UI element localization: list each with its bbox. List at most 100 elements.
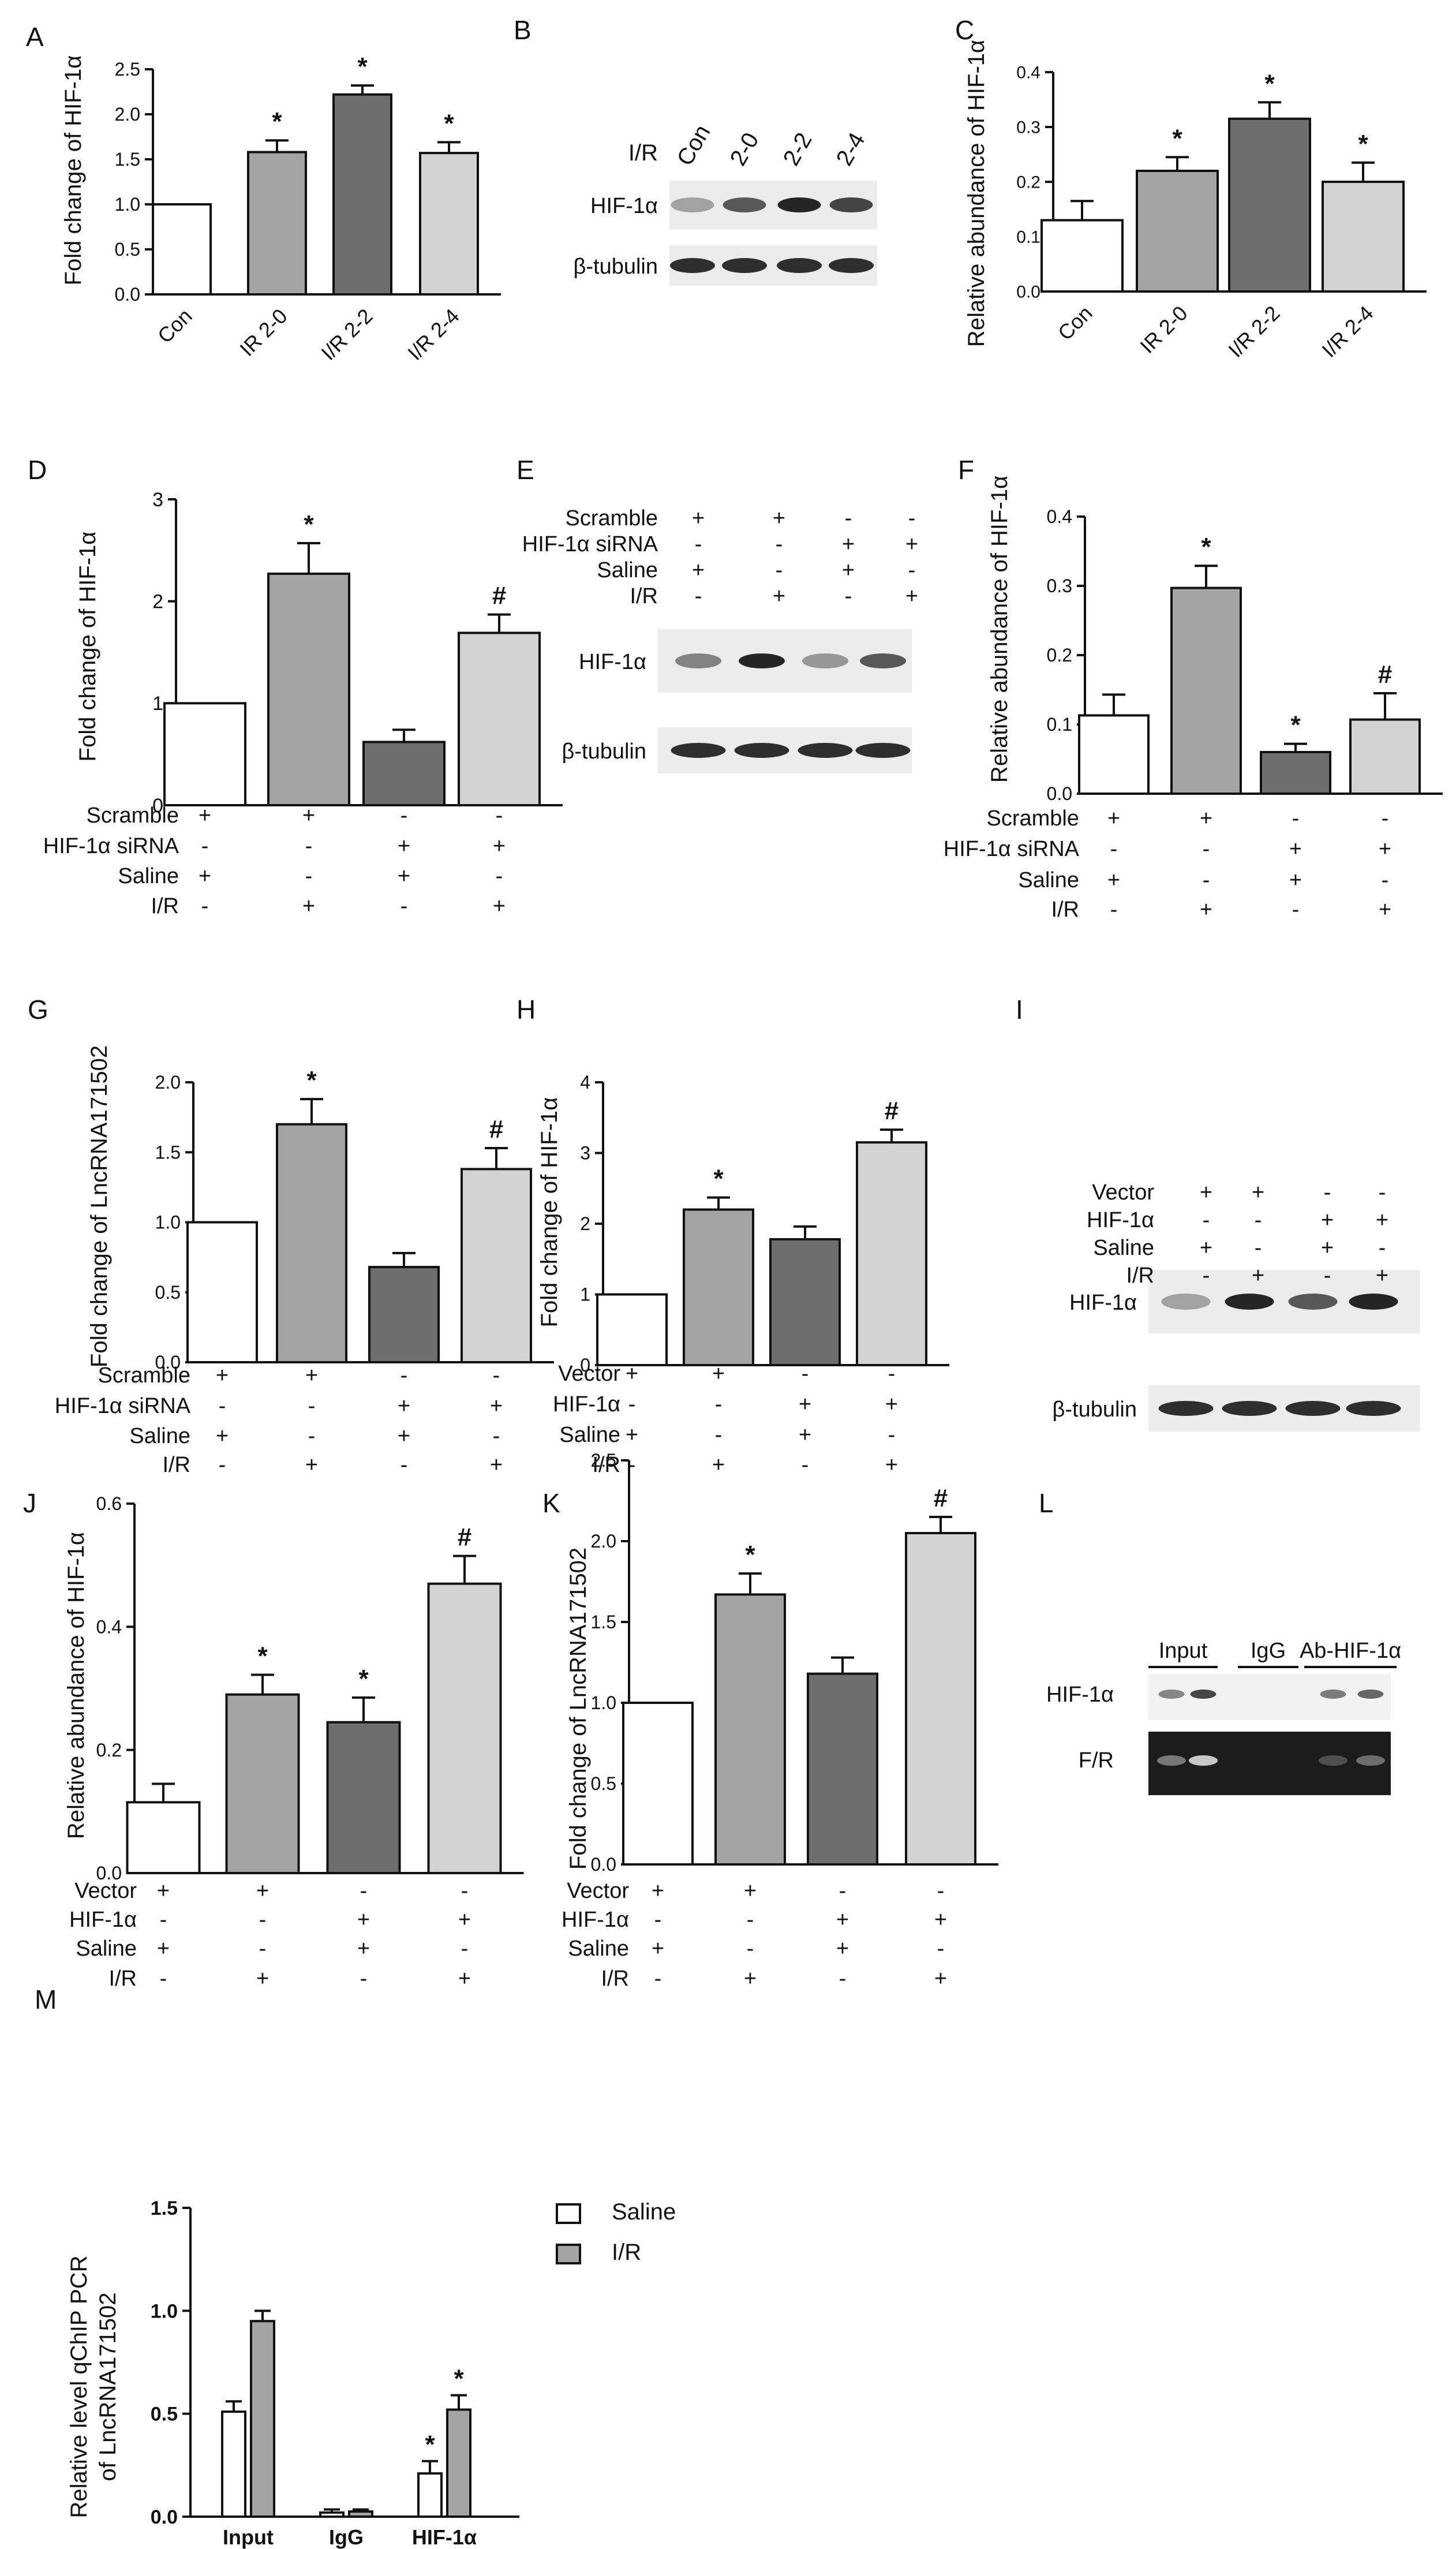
condition-sign: - [219,1394,226,1418]
condition-sign: - [1255,1208,1262,1232]
bar-4 [461,1168,532,1363]
gel-band [1319,1755,1348,1766]
condition-sign: - [493,1424,500,1448]
condition-label: I/R [108,1967,137,1991]
y-axis-label: Fold change of HIF-1α [75,532,100,762]
panel-letter-h: H [516,995,536,1025]
condition-label: Saline [1018,868,1079,892]
blot-label: β-tubulin [1053,1397,1137,1422]
legend-swatch [556,2244,581,2264]
condition-sign: + [157,1937,170,1961]
y-tick-label: 0.0 [1016,283,1040,302]
condition-label: I/R [1051,898,1079,922]
condition-sign: + [626,1423,638,1447]
bar-saline-2 [319,2511,345,2518]
condition-sign: + [692,506,705,530]
bar-1 [596,1293,668,1366]
bar-1 [622,1702,694,1866]
condition-sign: + [744,1879,757,1903]
lane-label: 2-4 [832,128,870,170]
condition-sign: - [1203,837,1210,861]
x-tick-label: Con [1053,301,1097,345]
y-tick-label: 1.0 [591,1692,616,1713]
significance-mark: # [492,582,506,610]
blot-band [1349,1294,1398,1310]
blot-band [1346,1401,1401,1416]
significance-mark: * [1264,69,1275,98]
bar-2 [267,572,350,806]
condition-sign: + [799,1392,811,1416]
chart-k: 0.0 0.5 1.0 1.5 2.0 2.5 Fold change of LncRNA1… [562,1450,998,1991]
blot-band [798,743,853,758]
condition-label: I/R [151,894,179,918]
condition-sign: - [1292,806,1300,831]
lane-label: Con [672,121,716,170]
blot-label: HIF-1α [1069,1291,1137,1315]
y-tick-label: 4 [580,1072,590,1093]
condition-sign: + [302,803,315,828]
bar-3 [769,1238,841,1366]
condition-label: Saline [129,1424,190,1448]
condition-sign: - [259,1937,267,1961]
x-tick-label: Input [223,2525,274,2549]
condition-sign: + [712,1362,725,1386]
panel-letter-e: E [516,455,534,485]
panel-letter-b: B [514,15,532,45]
condition-label: I/R [601,1967,629,1991]
y-tick-label: 1.5 [155,1142,181,1163]
blot-band [1158,1690,1185,1699]
chart-g: 0.0 0.5 1.0 1.5 2.0 Fold change of LncRNA1715… [55,1045,554,1477]
condition-sign: - [628,1392,636,1416]
condition-sign: + [1107,868,1120,892]
condition-sign: + [458,1908,471,1932]
condition-sign: - [1292,898,1300,922]
condition-label: Saline [76,1937,137,1961]
condition-sign: - [401,894,408,918]
blot-band [1158,1401,1214,1416]
blot-label: HIF-1α [590,194,658,218]
y-tick-label: 0 [152,795,163,817]
blot-i: HIF-1α β-tubulin Vector + + - - HIF-1α - - + + Salin… [1053,1180,1420,1432]
condition-sign: + [305,1363,318,1388]
gel-band [1157,1755,1186,1766]
blot-band [670,258,715,273]
condition-sign: - [695,532,702,556]
legend-label: I/R [612,2240,641,2265]
condition-label: HIF-1α [562,1908,629,1932]
condition-label: I/R [1126,1264,1154,1288]
condition-sign: + [1379,898,1391,922]
condition-sign: - [1382,806,1389,831]
y-axis-label: Relative abundance of HIF-1α [987,476,1012,783]
blot-band [722,258,767,273]
condition-sign: + [1321,1236,1334,1260]
y-tick-label: 1.0 [151,2300,178,2322]
significance-mark: * [444,109,454,137]
blot-band [1190,1690,1217,1699]
panel-letter-c: C [955,15,974,45]
y-tick-label: 0.0 [96,1863,122,1883]
condition-sign: + [493,834,506,858]
significance-mark: # [489,1115,503,1143]
bar-saline-1 [221,2410,246,2518]
y-axis-label: Fold change of LncRNA171502 [566,1548,591,1870]
y-tick-label: 0.2 [1047,645,1072,666]
condition-label: Scramble [87,803,179,828]
condition-sign: - [1203,1264,1210,1288]
condition-sign: + [398,1394,410,1418]
bar-2 [276,1123,347,1363]
bar-1 [1078,714,1150,795]
condition-label: Saline [568,1937,629,1961]
x-tick-label: I/R 2-4 [403,304,463,365]
condition-sign: + [216,1424,229,1448]
condition-sign: + [398,1424,410,1448]
bar-1 [163,702,246,807]
condition-sign: + [216,1363,229,1388]
blot-band [1285,1401,1341,1416]
condition-sign: - [160,1908,167,1932]
blot-band [1222,1401,1277,1416]
condition-sign: - [1324,1180,1331,1205]
x-tick-label: I/R 2-4 [1317,301,1378,362]
blot-band [777,197,821,212]
condition-sign: + [773,506,785,530]
